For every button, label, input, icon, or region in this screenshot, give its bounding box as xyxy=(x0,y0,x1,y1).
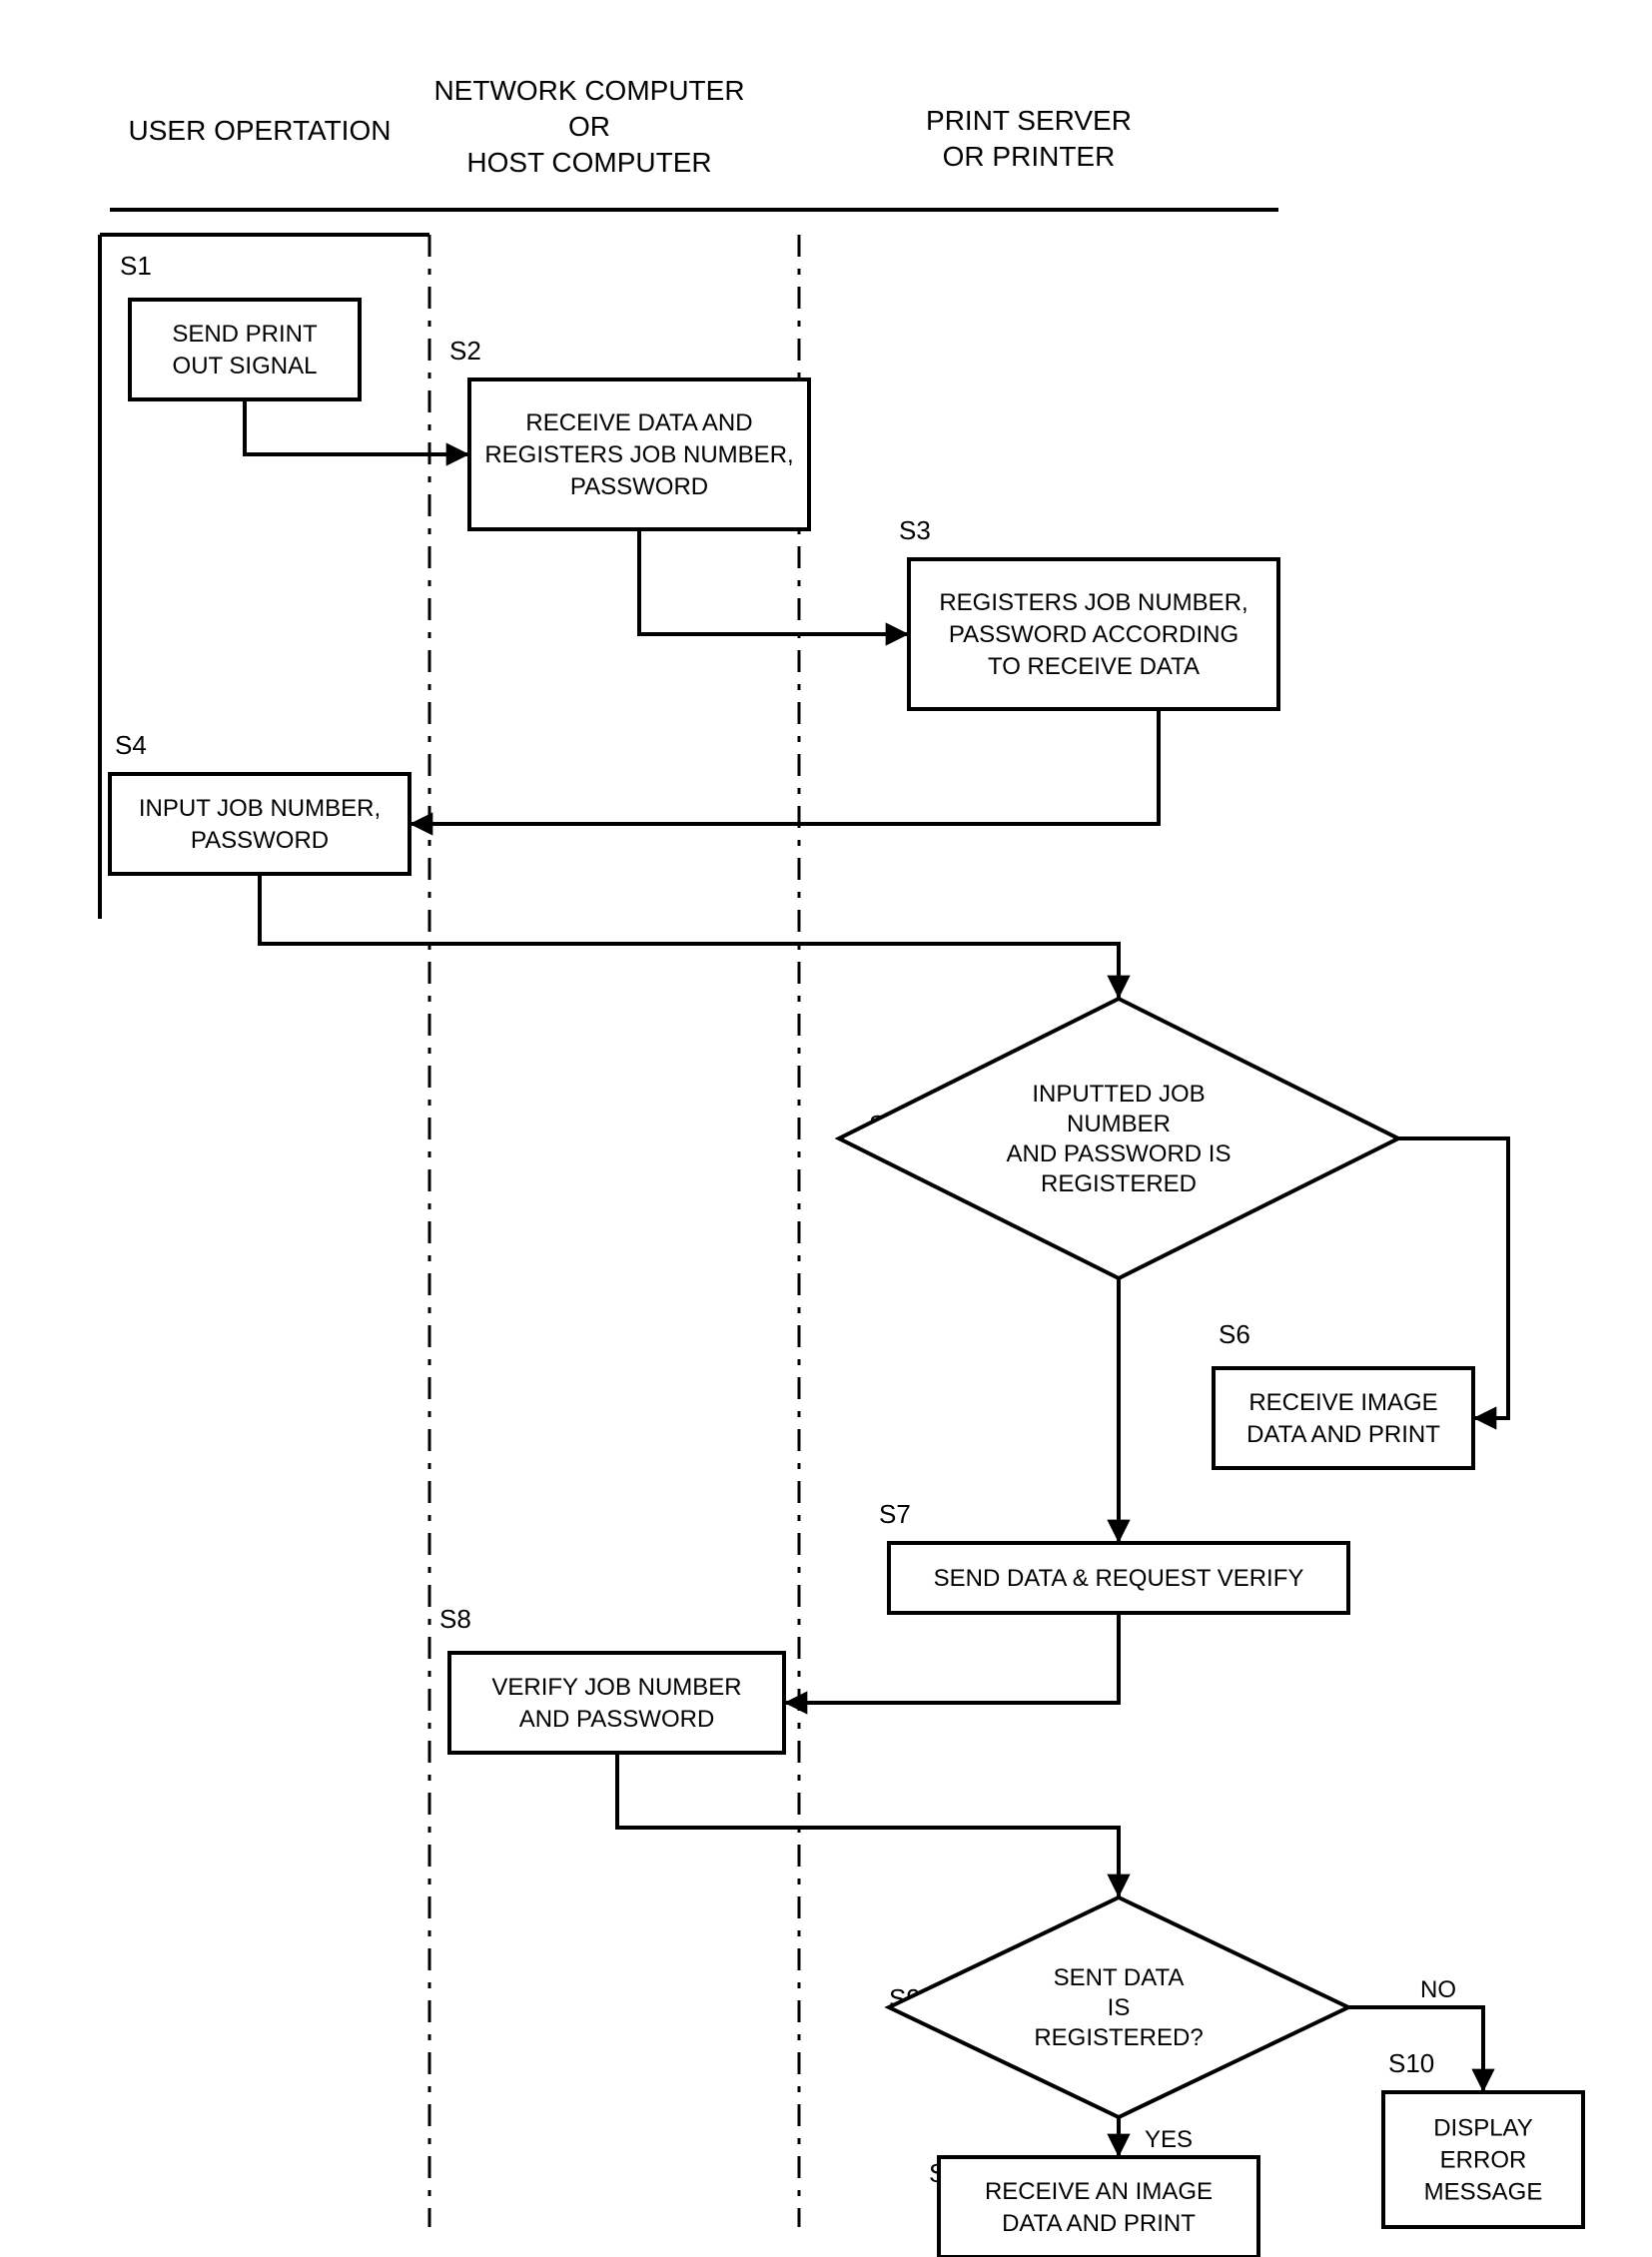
svg-text:PASSWORD ACCORDING: PASSWORD ACCORDING xyxy=(949,621,1239,648)
svg-text:DATA AND PRINT: DATA AND PRINT xyxy=(1002,2210,1196,2237)
svg-text:PRINT SERVER: PRINT SERVER xyxy=(926,105,1132,136)
node-S9: S9SENT DATAISREGISTERED? xyxy=(889,1897,1348,2117)
svg-text:SEND PRINT: SEND PRINT xyxy=(172,321,318,348)
svg-text:S3: S3 xyxy=(899,515,931,545)
svg-text:S1: S1 xyxy=(120,251,152,281)
svg-text:REGISTERS JOB NUMBER,: REGISTERS JOB NUMBER, xyxy=(484,441,793,468)
svg-text:NUMBER: NUMBER xyxy=(1067,1111,1171,1137)
edge-e7 xyxy=(784,1613,1119,1703)
node-S3: S3 REGISTERS JOB NUMBER, PASSWORD ACCORDIN… xyxy=(899,515,1278,709)
svg-text:RECEIVE IMAGE: RECEIVE IMAGE xyxy=(1248,1389,1437,1416)
svg-text:HOST COMPUTER: HOST COMPUTER xyxy=(466,147,711,178)
svg-text:NETWORK COMPUTER: NETWORK COMPUTER xyxy=(433,75,744,106)
node-S7: S7 SEND DATA & REQUEST VERIFY xyxy=(879,1499,1348,1613)
svg-text:OUT SIGNAL: OUT SIGNAL xyxy=(173,353,318,379)
svg-text:INPUTTED JOB: INPUTTED JOB xyxy=(1032,1081,1205,1108)
svg-text:RECEIVE AN IMAGE: RECEIVE AN IMAGE xyxy=(985,2178,1213,2205)
node-S4: S4 INPUT JOB NUMBER, PASSWORD xyxy=(110,730,410,874)
node-S11: S11RECEIVE AN IMAGEDATA AND PRINT xyxy=(929,2157,1258,2257)
svg-text:S7: S7 xyxy=(879,1499,911,1529)
svg-text:NO: NO xyxy=(1420,1976,1456,2003)
svg-text:S2: S2 xyxy=(449,336,481,366)
svg-text:MESSAGE: MESSAGE xyxy=(1424,2179,1543,2206)
svg-text:REGISTERED: REGISTERED xyxy=(1041,1170,1197,1197)
svg-text:USER OPERTATION: USER OPERTATION xyxy=(129,115,392,146)
lane-header: USER OPERTATION xyxy=(129,115,392,146)
svg-text:IS: IS xyxy=(1108,1994,1131,2021)
svg-text:TO RECEIVE DATA: TO RECEIVE DATA xyxy=(988,653,1200,680)
svg-text:S8: S8 xyxy=(439,1604,471,1634)
edge-e3 xyxy=(410,709,1159,824)
svg-text:REGISTERS JOB NUMBER,: REGISTERS JOB NUMBER, xyxy=(939,589,1247,616)
svg-text:SENT DATA: SENT DATA xyxy=(1054,1964,1185,1991)
svg-text:AND PASSWORD IS: AND PASSWORD IS xyxy=(1007,1140,1232,1167)
svg-text:PASSWORD: PASSWORD xyxy=(191,827,329,854)
svg-text:DISPLAY: DISPLAY xyxy=(1433,2115,1533,2142)
svg-text:ERROR: ERROR xyxy=(1440,2147,1527,2174)
lane-header: PRINT SERVER OR PRINTER xyxy=(926,105,1132,172)
svg-text:RECEIVE DATA AND: RECEIVE DATA AND xyxy=(525,409,752,436)
svg-text:PASSWORD: PASSWORD xyxy=(570,473,708,500)
edge-e8 xyxy=(617,1753,1119,1897)
svg-text:INPUT JOB NUMBER,: INPUT JOB NUMBER, xyxy=(139,795,381,822)
node-S8: S8 VERIFY JOB NUMBER AND PASSWORD xyxy=(439,1604,784,1753)
edge-e4 xyxy=(260,874,1119,999)
svg-text:OR PRINTER: OR PRINTER xyxy=(943,141,1116,172)
svg-text:S4: S4 xyxy=(115,730,147,760)
svg-text:DATA AND PRINT: DATA AND PRINT xyxy=(1246,1421,1440,1448)
lane-header: NETWORK COMPUTER OR HOST COMPUTER xyxy=(433,75,744,178)
edge-e1 xyxy=(245,399,469,454)
node-S1: S1 SEND PRINT OUT SIGNAL xyxy=(120,251,360,399)
svg-text:YES: YES xyxy=(1145,2126,1193,2153)
svg-text:SEND DATA & REQUEST VERIFY: SEND DATA & REQUEST VERIFY xyxy=(934,1565,1304,1592)
svg-text:VERIFY JOB NUMBER: VERIFY JOB NUMBER xyxy=(491,1674,741,1701)
edge-e2 xyxy=(639,529,909,634)
svg-text:REGISTERED?: REGISTERED? xyxy=(1034,2024,1203,2051)
node-S6: S6 RECEIVE IMAGE DATA AND PRINT xyxy=(1214,1319,1473,1468)
svg-text:AND PASSWORD: AND PASSWORD xyxy=(519,1706,715,1733)
svg-text:S6: S6 xyxy=(1219,1319,1250,1349)
svg-text:S10: S10 xyxy=(1388,2048,1434,2078)
node-S2: S2 RECEIVE DATA AND REGISTERS JOB NUMBER, P… xyxy=(449,336,809,529)
svg-text:OR: OR xyxy=(568,111,610,142)
node-S5: S5INPUTTED JOBNUMBERAND PASSWORD ISREGIS… xyxy=(839,999,1398,1278)
